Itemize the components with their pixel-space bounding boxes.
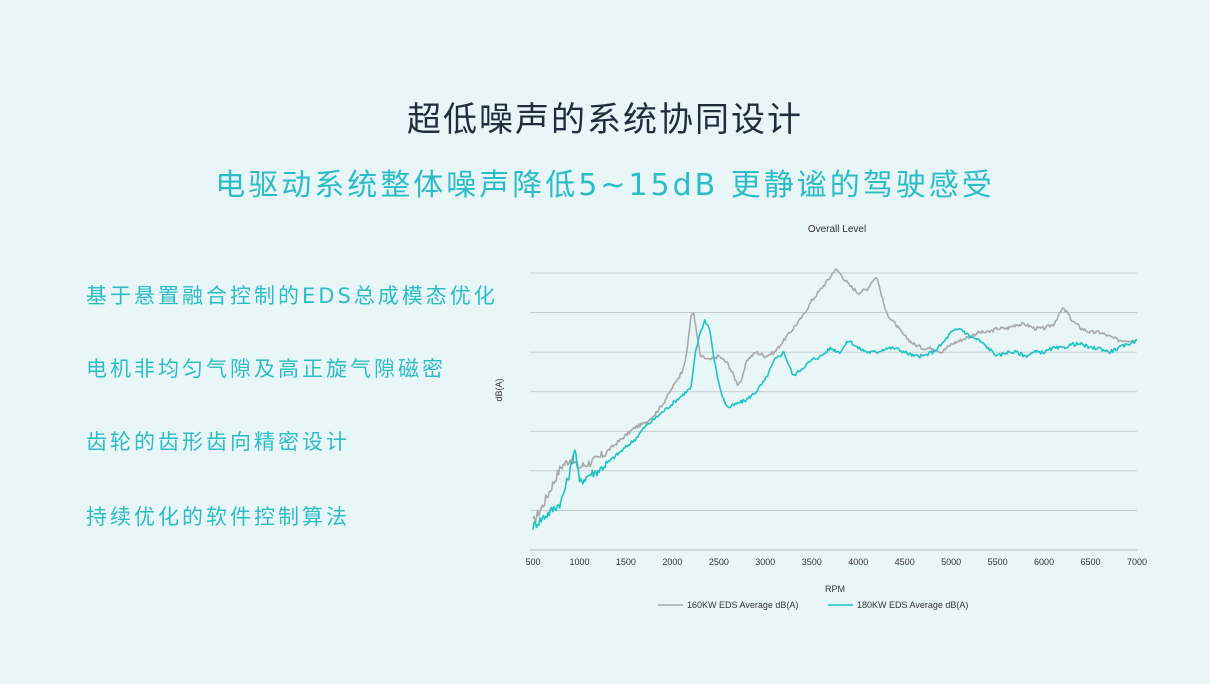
overall-level-chart: Overall Level 500 1000 1500 2000 2500 3000 350… <box>494 224 1147 610</box>
feature-list: 基于悬置融合控制的EDS总成模态优化 电机非均匀气隙及高正旋气隙磁密 齿轮的齿形… <box>86 278 498 536</box>
x-tick-label-6500: 6500 <box>1081 557 1101 567</box>
feature-item-gear-design: 齿轮的齿形齿向精密设计 <box>86 430 350 454</box>
x-tick-label-4000: 4000 <box>848 557 868 567</box>
x-tick-label-2000: 2000 <box>662 557 682 567</box>
chart-series <box>532 268 1138 530</box>
feature-item-software-algorithm: 持续优化的软件控制算法 <box>86 505 350 529</box>
x-tick-label-7000: 7000 <box>1127 557 1147 567</box>
x-axis-label: RPM <box>825 584 845 594</box>
series-line-160kw <box>532 268 1138 524</box>
y-axis-label: dB(A) <box>494 378 504 401</box>
x-tick-label-1500: 1500 <box>616 557 636 567</box>
x-tick-label-2500: 2500 <box>709 557 729 567</box>
x-tick-label-3000: 3000 <box>755 557 775 567</box>
x-tick-label-5000: 5000 <box>941 557 961 567</box>
legend-label-180kw: 180KW EDS Average dB(A) <box>857 600 968 610</box>
feature-item-air-gap: 电机非均匀气隙及高正旋气隙磁密 <box>86 357 446 381</box>
x-tick-label-3500: 3500 <box>802 557 822 567</box>
series-line-180kw <box>532 319 1138 530</box>
x-axis-ticks: 500 1000 1500 2000 2500 3000 3500 4000 4500 5000 5… <box>525 557 1147 567</box>
page-subtitle: 电驱动系统整体噪声降低5~15dB 更静谧的驾驶感受 <box>215 168 995 203</box>
page-title: 超低噪声的系统协同设计 <box>407 100 803 140</box>
x-tick-label-6000: 6000 <box>1034 557 1054 567</box>
x-tick-label-5500: 5500 <box>988 557 1008 567</box>
legend-label-160kw: 160KW EDS Average dB(A) <box>687 600 798 610</box>
x-tick-label-500: 500 <box>525 557 540 567</box>
x-tick-label-4500: 4500 <box>895 557 915 567</box>
chart-gridlines <box>530 272 1137 551</box>
chart-legend: 160KW EDS Average dB(A) 180KW EDS Averag… <box>658 600 968 610</box>
feature-item-modal-optimization: 基于悬置融合控制的EDS总成模态优化 <box>86 284 498 308</box>
x-tick-label-1000: 1000 <box>569 557 589 567</box>
chart-title: Overall Level <box>808 224 866 235</box>
